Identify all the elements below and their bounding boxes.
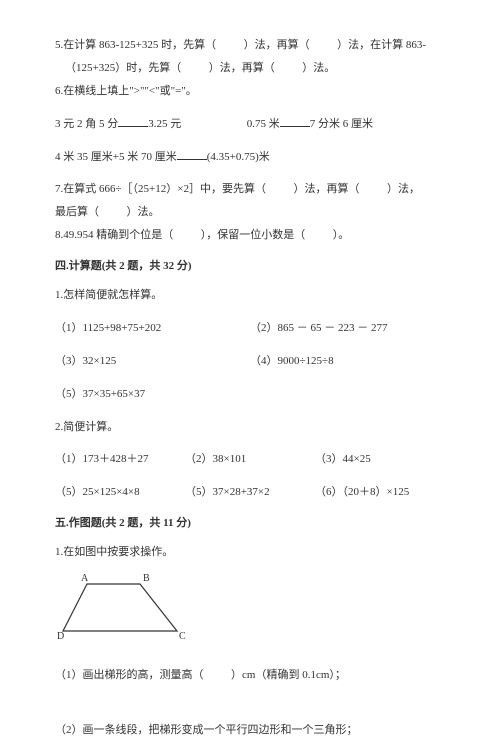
s4q2-r2c: （6）（20＋8）×125 xyxy=(315,482,445,503)
label-B: B xyxy=(143,573,150,584)
q7-a: 7.在算式 666÷［（25+12）×2］中，要先算（ xyxy=(55,183,266,195)
s4q1-row3: （5）37×35+65×37 xyxy=(55,384,445,405)
s4q1-title: 1.怎样简便就怎样算。 xyxy=(55,285,445,306)
s4q2-r1b: （2）38×101 xyxy=(185,449,315,470)
q7-c: ）法， xyxy=(387,183,420,195)
s4q1-r1a: （1）1125+98+75+202 xyxy=(55,318,250,339)
s4q2-r1c: （3）44×25 xyxy=(315,449,445,470)
q5-blank-1 xyxy=(219,39,241,51)
s4q1-row2: （3）32×125 （4）9000÷125÷8 xyxy=(55,351,445,372)
s4q1-r2a: （3）32×125 xyxy=(55,351,250,372)
s5q1-sub1-a: （1）画出梯形的高，测量高（ xyxy=(55,669,204,681)
question-7-line1: 7.在算式 666÷［（25+12）×2］中，要先算（ ）法，再算（ ）法， xyxy=(55,179,445,200)
s4q2-row2: （5）25×125×4×8 （5）37×28+37×2 （6）（20＋8）×12… xyxy=(55,482,445,503)
section-4-title: 四.计算题(共 2 题，共 32 分) xyxy=(55,256,445,277)
s4q1-r1b: （2）865 － 65 － 223 － 277 xyxy=(250,318,445,339)
q5-l2-a: （125+325）时，先算（ xyxy=(65,62,181,74)
q8-blank2 xyxy=(308,229,330,241)
q5-text-b: ）法，再算（ xyxy=(244,39,310,51)
q7-l2a: 最后算（ xyxy=(55,206,99,218)
q6-text: 6.在横线上填上">""<"或"="。 xyxy=(55,85,197,97)
q7-blank1 xyxy=(269,183,291,195)
q5-text-a: 5.在计算 863-125+325 时，先算（ xyxy=(55,39,216,51)
s5q1-sub1-blank xyxy=(206,669,228,681)
q7-blank2 xyxy=(362,183,384,195)
s4q2-row1: （1）173＋428＋27 （2）38×101 （3）44×25 xyxy=(55,449,445,470)
question-5-line1: 5.在计算 863-125+325 时，先算（ ）法，再算（ ）法，在计算 86… xyxy=(55,35,445,56)
q7-b: ）法，再算（ xyxy=(293,183,359,195)
q8-c: ）。 xyxy=(333,229,350,241)
q6-r2-right: (4.35+0.75)米 xyxy=(207,151,270,163)
label-D: D xyxy=(57,631,64,642)
s4q2-r2b: （5）37×28+37×2 xyxy=(185,482,315,503)
s4q2-title: 2.简便计算。 xyxy=(55,417,445,438)
q6-r1-mid: 0.75 米 xyxy=(247,118,280,130)
section-5-title: 五.作图题(共 2 题，共 11 分) xyxy=(55,513,445,534)
s4q1-r2b: （4）9000÷125÷8 xyxy=(250,351,445,372)
q6-r1-blank1 xyxy=(118,115,148,127)
q6-r1-right: 3.25 元 xyxy=(148,118,181,130)
q6-r1-far: 7 分米 6 厘米 xyxy=(310,118,373,130)
q6-r2-left: 4 米 35 厘米+5 米 70 厘米 xyxy=(55,151,177,163)
q6-r1-blank2 xyxy=(280,115,310,127)
question-6: 6.在横线上填上">""<"或"="。 xyxy=(55,81,445,102)
trapezoid-shape xyxy=(63,584,177,631)
q6-row1: 3 元 2 角 5 分 3.25 元 0.75 米 7 分米 6 厘米 xyxy=(55,114,445,135)
q5-blank-2 xyxy=(312,39,334,51)
question-5-line2: （125+325）时，先算（ ）法，再算（ ）法。 xyxy=(55,58,445,79)
q5-text-c: ）法，在计算 863- xyxy=(337,39,426,51)
q5-l2-b: ）法，再算（ xyxy=(209,62,275,74)
q5-l2-blank-1 xyxy=(184,62,206,74)
s4q2-r1a: （1）173＋428＋27 xyxy=(55,449,185,470)
s4q1-row1: （1）1125+98+75+202 （2）865 － 65 － 223 － 27… xyxy=(55,318,445,339)
s5q1-sub2-text: （2）画一条线段，把梯形变成一个平行四边形和一个三角形； xyxy=(55,724,358,736)
s5q1-sub1-b: ）cm（精确到 0.1cm）； xyxy=(231,669,346,681)
trapezoid-figure: A B C D xyxy=(55,569,195,647)
q6-row2: 4 米 35 厘米+5 米 70 厘米 (4.35+0.75)米 xyxy=(55,147,445,168)
s5q1-sub2: （2）画一条线段，把梯形变成一个平行四边形和一个三角形； xyxy=(55,720,445,741)
q7-l2-blank xyxy=(102,206,124,218)
question-7-line2: 最后算（ ）法。 xyxy=(55,202,445,223)
label-C: C xyxy=(179,631,186,642)
label-A: A xyxy=(81,573,89,584)
s5q1-sub1: （1）画出梯形的高，测量高（ ）cm（精确到 0.1cm）； xyxy=(55,665,445,686)
q8-b: ），保留一位小数是（ xyxy=(201,229,306,241)
q8-blank1 xyxy=(176,229,198,241)
s4q1-r3a: （5）37×35+65×37 xyxy=(55,384,250,405)
q6-r2-blank xyxy=(177,148,207,160)
q5-l2-c: ）法。 xyxy=(302,62,335,74)
question-8: 8.49.954 精确到个位是（ ），保留一位小数是（ ）。 xyxy=(55,225,445,246)
s5q1-title: 1.在如图中按要求操作。 xyxy=(55,542,445,563)
q8-a: 8.49.954 精确到个位是（ xyxy=(55,229,173,241)
q6-r1-left: 3 元 2 角 5 分 xyxy=(55,118,118,130)
q5-l2-blank-2 xyxy=(277,62,299,74)
s4q2-r2a: （5）25×125×4×8 xyxy=(55,482,185,503)
q7-l2b: ）法。 xyxy=(127,206,160,218)
